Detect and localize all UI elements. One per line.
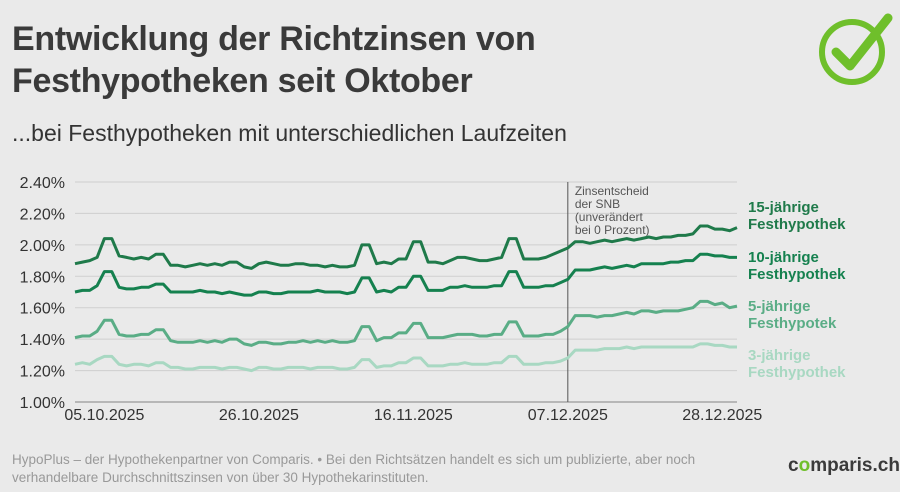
- y-tick-label: 1.20%: [20, 364, 65, 381]
- series-labels: 15-jährigeFesthypothek10-jährigeFesthypo…: [748, 199, 846, 381]
- annotation-text: bei 0 Prozent): [575, 223, 650, 237]
- x-axis-ticks: 05.10.2025 26.10.2025 16.11.2025 07.12.2025…: [64, 407, 762, 424]
- series-label: Festhypothek: [748, 266, 846, 283]
- x-tick-label: 26.10.2025: [219, 407, 299, 424]
- y-axis-ticks: 2.40% 2.20% 2.00% 1.80% 1.60% 1.40% 1.20% 1.00%: [20, 175, 65, 412]
- x-tick-label: 16.11.2025: [374, 407, 453, 424]
- series-label: 3-jährige: [748, 347, 811, 364]
- y-tick-label: 1.80%: [20, 269, 65, 286]
- y-tick-label: 1.40%: [20, 332, 65, 349]
- chart-title: Entwicklung der Richtzinsen von Festhypo…: [12, 20, 536, 100]
- chart-subtitle: ...bei Festhypotheken mit unterschiedlic…: [12, 120, 567, 146]
- series-label: Festhypothek: [748, 364, 846, 381]
- y-tick-label: 2.00%: [20, 238, 65, 255]
- y-tick-label: 2.20%: [20, 206, 65, 223]
- checkmark-logo-icon: [819, 13, 893, 85]
- y-tick-label: 1.00%: [20, 395, 65, 412]
- x-tick-label: 28.12.2025: [682, 407, 762, 424]
- series-label: 15-jährige: [748, 199, 819, 216]
- y-tick-label: 2.40%: [20, 175, 65, 192]
- annotation-text: (unverändert: [575, 210, 644, 224]
- series-label: 5-jährige: [748, 298, 811, 315]
- series-line: [74, 224, 738, 270]
- y-tick-label: 1.60%: [20, 301, 65, 318]
- series-label: 10-jährige: [748, 249, 819, 266]
- annotation-text: der SNB: [575, 197, 620, 211]
- grid-lines: [75, 181, 737, 403]
- x-tick-label: 05.10.2025: [64, 407, 144, 424]
- series-label: Festhypotek: [748, 315, 837, 332]
- annotation-text: Zinsentscheid: [575, 184, 649, 198]
- line-chart: 2.40% 2.20% 2.00% 1.80% 1.60% 1.40% 1.20% 1.00%…: [20, 175, 847, 424]
- series-line: [74, 252, 737, 297]
- footer-note: HypoPlus – der Hypothekenpartner von Com…: [12, 452, 696, 485]
- series-label: Festhypothek: [748, 216, 846, 233]
- series-line: [74, 342, 737, 373]
- brand-logo: comparis.ch: [788, 455, 900, 476]
- series-lines: [74, 224, 738, 373]
- series-line: [74, 299, 738, 347]
- x-tick-label: 07.12.2025: [528, 407, 608, 424]
